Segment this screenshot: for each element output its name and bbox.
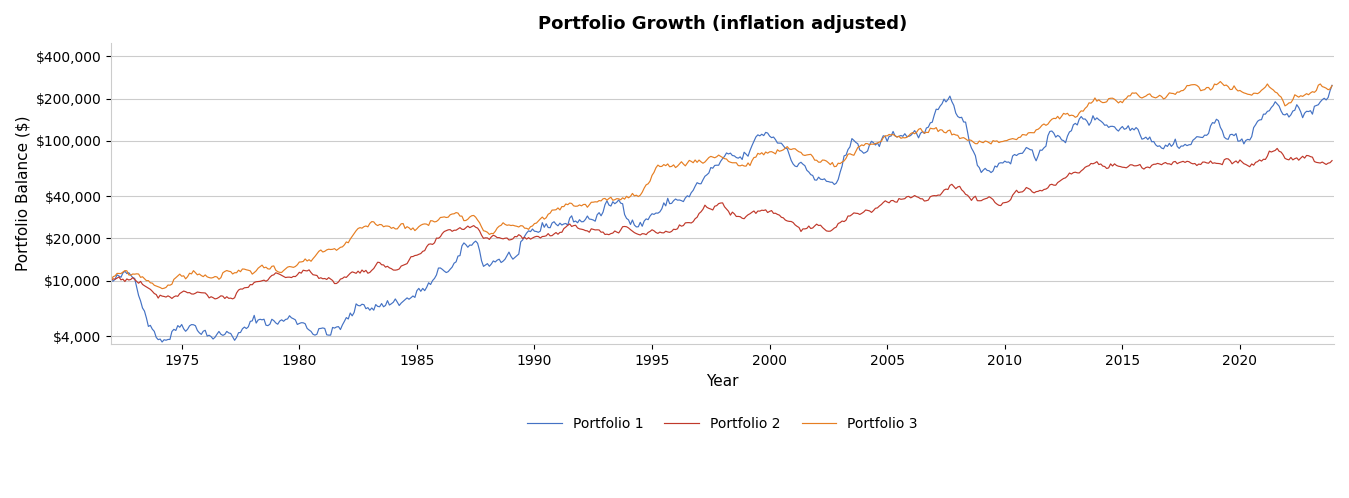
Portfolio 1 bbox=[103, 277, 119, 283]
Line: Portfolio 1: Portfolio 1 bbox=[111, 85, 1331, 342]
Portfolio 2 bbox=[1269, 145, 1286, 151]
Portfolio 3 bbox=[154, 286, 170, 292]
Portfolio 3 bbox=[1259, 81, 1275, 87]
Portfolio 2 bbox=[534, 234, 550, 240]
Portfolio 3 bbox=[695, 160, 711, 166]
Portfolio 2 bbox=[1257, 156, 1273, 162]
Portfolio 1 bbox=[170, 323, 186, 329]
Portfolio 1 bbox=[695, 177, 711, 183]
X-axis label: Year: Year bbox=[707, 374, 739, 388]
Portfolio 1 bbox=[486, 258, 502, 264]
Portfolio 2 bbox=[595, 229, 611, 235]
Portfolio 2 bbox=[486, 232, 502, 238]
Line: Portfolio 3: Portfolio 3 bbox=[111, 82, 1331, 289]
Portfolio 1 bbox=[1257, 111, 1273, 117]
Portfolio 3 bbox=[1213, 79, 1229, 85]
Portfolio 1 bbox=[595, 209, 611, 215]
Portfolio 3 bbox=[1323, 83, 1340, 89]
Title: Portfolio Growth (inflation adjusted): Portfolio Growth (inflation adjusted) bbox=[538, 15, 907, 33]
Portfolio 1 bbox=[154, 339, 170, 345]
Y-axis label: Portfolio Balance ($): Portfolio Balance ($) bbox=[15, 116, 30, 271]
Portfolio 2 bbox=[103, 277, 119, 283]
Portfolio 3 bbox=[534, 214, 550, 220]
Portfolio 3 bbox=[170, 273, 186, 279]
Line: Portfolio 2: Portfolio 2 bbox=[111, 148, 1331, 299]
Portfolio 2 bbox=[1323, 157, 1340, 163]
Portfolio 3 bbox=[103, 277, 119, 283]
Legend: Portfolio 1, Portfolio 2, Portfolio 3: Portfolio 1, Portfolio 2, Portfolio 3 bbox=[522, 412, 924, 437]
Portfolio 2 bbox=[206, 296, 223, 302]
Portfolio 3 bbox=[486, 231, 502, 237]
Portfolio 1 bbox=[534, 220, 550, 226]
Portfolio 2 bbox=[695, 206, 711, 212]
Portfolio 3 bbox=[595, 196, 611, 202]
Portfolio 1 bbox=[1323, 82, 1340, 88]
Portfolio 2 bbox=[167, 293, 183, 299]
